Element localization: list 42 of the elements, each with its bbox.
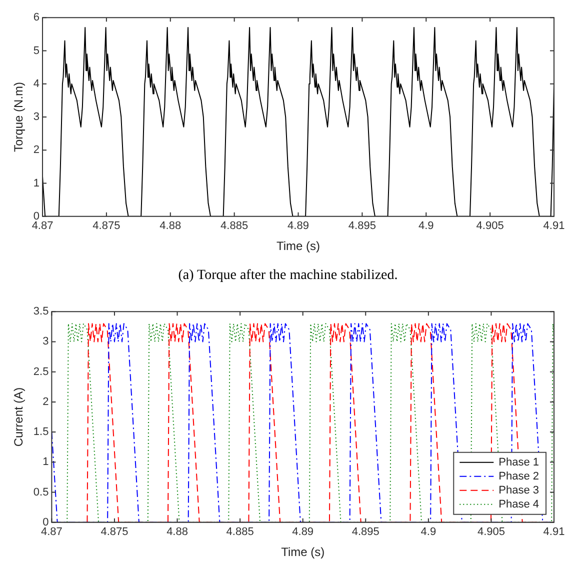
x-tick-label: 4.89	[288, 220, 309, 232]
y-tick-label: 5	[33, 44, 40, 57]
y-axis-title: Current (A)	[12, 387, 26, 447]
x-axis-title: Time (s)	[281, 545, 325, 560]
x-tick-label: 4.885	[220, 220, 248, 232]
x-tick-label: 4.905	[477, 526, 505, 538]
x-tick-label: 4.88	[160, 220, 182, 232]
y-tick-label: 2	[42, 396, 49, 408]
y-tick-label: 0.5	[33, 486, 49, 498]
y-axis-title: Torque (N.m)	[12, 82, 26, 152]
y-tick-label: 3	[42, 336, 49, 348]
y-tick-label: 1.5	[33, 426, 49, 438]
x-tick-label: 4.87	[40, 526, 62, 538]
y-tick-label: 0	[33, 210, 40, 222]
y-tick-label: 2.5	[33, 366, 49, 378]
x-tick-label: 4.875	[92, 220, 120, 232]
x-tick-label: 4.895	[352, 526, 380, 538]
y-tick-label: 3	[33, 111, 40, 124]
y-tick-label: 2	[33, 144, 40, 156]
x-tick-label: 4.9	[418, 220, 434, 232]
x-tick-label: 4.895	[348, 220, 376, 232]
x-tick-label: 4.885	[226, 526, 254, 538]
y-tick-label: 1	[33, 177, 40, 190]
x-tick-label: 4.88	[166, 526, 188, 538]
y-tick-label: 6	[33, 12, 40, 24]
text: (a) Torque after the machine stabilized.	[177, 268, 399, 284]
y-tick-label: 1	[42, 456, 49, 468]
y-tick-label: 3.5	[33, 306, 49, 318]
legend-label: Phase 3	[498, 484, 540, 496]
y-tick-label: 0	[42, 516, 49, 528]
x-tick-label: 4.91	[543, 220, 565, 232]
x-axis-title: Time (s)	[276, 239, 320, 254]
legend-label: Phase 4	[498, 498, 540, 510]
legend-label: Phase 2	[498, 470, 540, 482]
x-tick-label: 4.9	[420, 526, 436, 538]
y-tick-label: 4	[33, 78, 40, 90]
legend-label: Phase 1	[498, 456, 540, 468]
x-tick-label: 4.875	[100, 526, 128, 538]
x-tick-label: 4.91	[543, 526, 565, 538]
x-tick-label: 4.905	[476, 220, 504, 232]
x-tick-label: 4.89	[292, 526, 314, 538]
x-tick-label: 4.87	[32, 220, 54, 232]
